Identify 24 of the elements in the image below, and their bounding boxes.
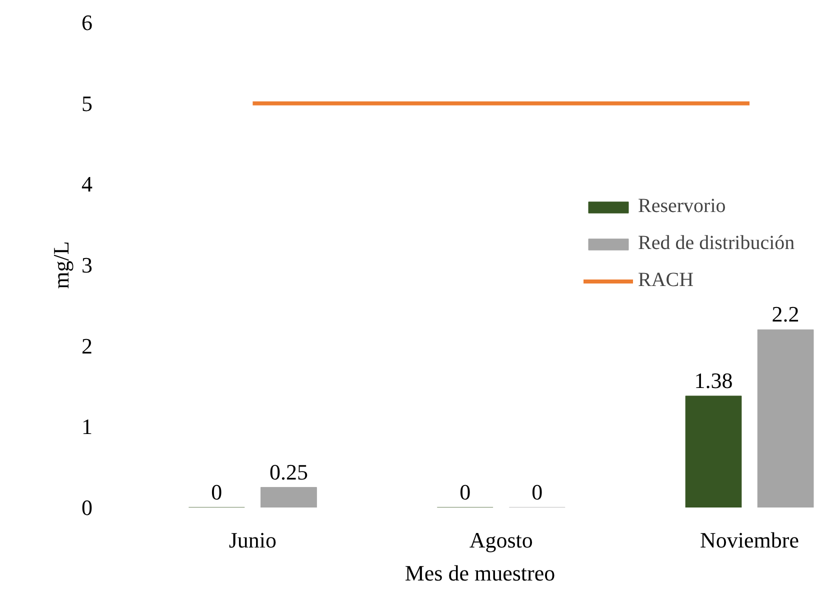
- legend-label: RACH: [638, 269, 694, 292]
- x-tick-label: Junio: [228, 528, 277, 552]
- data-label: 0: [460, 480, 471, 504]
- y-tick-label: 1: [82, 414, 92, 440]
- y-tick-label: 5: [82, 90, 92, 116]
- y-tick-label: 3: [82, 252, 92, 278]
- bar: [757, 329, 814, 508]
- legend-label: Reservorio: [638, 195, 726, 218]
- x-axis-title: Mes de muestreo: [404, 560, 556, 586]
- y-tick-label: 2: [82, 333, 92, 358]
- x-tick-label: Agosto: [469, 528, 533, 552]
- data-label: 2.2: [772, 302, 800, 327]
- y-tick-label: 4: [82, 172, 92, 197]
- bar: [685, 396, 742, 508]
- x-tick-label: Noviembre: [700, 528, 800, 552]
- legend-label: Red de distribución: [638, 232, 795, 255]
- data-label: 0: [211, 480, 222, 504]
- y-tick-label: 0: [82, 495, 92, 520]
- y-tick-label: 6: [82, 10, 92, 35]
- data-label: 0: [532, 480, 543, 504]
- data-label: 0.25: [269, 459, 308, 484]
- y-axis-title: mg/L: [48, 241, 74, 289]
- data-label: 1.38: [694, 368, 733, 393]
- bar: [260, 487, 317, 508]
